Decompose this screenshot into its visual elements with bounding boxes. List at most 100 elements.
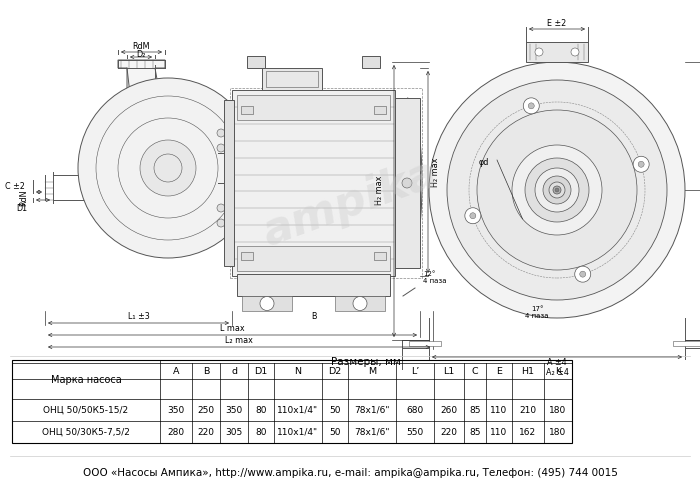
Bar	[526, 42, 588, 62]
Bar	[673, 341, 700, 346]
Circle shape	[543, 176, 571, 204]
Circle shape	[260, 296, 274, 310]
Circle shape	[575, 266, 591, 282]
Text: 162: 162	[519, 427, 537, 437]
Text: D1: D1	[16, 204, 27, 213]
Circle shape	[217, 204, 225, 212]
Text: H₂ max: H₂ max	[375, 175, 384, 205]
Text: Размеры, мм: Размеры, мм	[331, 357, 401, 367]
Text: ОНЦ 50/50К5-15/2: ОНЦ 50/50К5-15/2	[43, 405, 129, 414]
Text: A ±4: A ±4	[547, 358, 567, 367]
Text: 350: 350	[225, 405, 243, 414]
Bar	[335, 296, 385, 311]
Text: 350: 350	[167, 405, 185, 414]
Text: 85: 85	[469, 405, 481, 414]
Text: A: A	[173, 367, 179, 375]
Text: 280: 280	[167, 427, 185, 437]
Text: d: d	[231, 367, 237, 375]
Text: 85: 85	[469, 427, 481, 437]
Text: 80: 80	[256, 427, 267, 437]
Text: 110х1/4": 110х1/4"	[277, 427, 318, 437]
Text: ОНЦ 50/30К5-7,5/2: ОНЦ 50/30К5-7,5/2	[42, 427, 130, 437]
Circle shape	[535, 168, 579, 212]
Text: ampika: ampika	[257, 151, 443, 254]
Circle shape	[353, 296, 367, 310]
Circle shape	[470, 213, 476, 219]
Circle shape	[634, 156, 649, 172]
Circle shape	[555, 188, 559, 192]
Circle shape	[525, 158, 589, 222]
Text: Марка насоса: Марка насоса	[50, 374, 121, 384]
Text: 50: 50	[329, 405, 341, 414]
Circle shape	[580, 271, 586, 277]
Bar	[362, 56, 380, 68]
Circle shape	[571, 48, 579, 56]
Text: 250: 250	[197, 405, 215, 414]
Text: C: C	[472, 367, 478, 375]
Bar	[12, 360, 572, 443]
Circle shape	[638, 161, 644, 167]
Bar	[409, 341, 441, 346]
Text: L max: L max	[220, 324, 245, 333]
Bar	[262, 68, 322, 90]
Bar	[242, 296, 292, 311]
Bar	[232, 90, 395, 276]
Text: 50: 50	[329, 427, 341, 437]
Text: 78х1/6": 78х1/6"	[354, 427, 390, 437]
Text: K: K	[555, 367, 561, 375]
Text: N: N	[295, 367, 302, 375]
Text: D2: D2	[328, 367, 342, 375]
Circle shape	[549, 182, 565, 198]
Circle shape	[78, 78, 258, 258]
Text: ООО «Насосы Ампика», http://www.ampika.ru, e-mail: ampika@ampika.ru, Телефон: (4: ООО «Насосы Ампика», http://www.ampika.r…	[83, 468, 617, 478]
Text: D₂: D₂	[136, 49, 146, 58]
Circle shape	[553, 186, 561, 194]
Text: RdN: RdN	[19, 190, 28, 206]
Text: L₁ ±3: L₁ ±3	[127, 312, 149, 321]
Text: C ±2: C ±2	[5, 181, 25, 191]
Circle shape	[465, 208, 481, 224]
Text: E ±2: E ±2	[547, 18, 566, 27]
Text: 210: 210	[519, 405, 537, 414]
Bar	[241, 252, 253, 260]
Circle shape	[217, 219, 225, 227]
Bar	[395, 98, 420, 268]
Text: E: E	[496, 367, 502, 375]
Polygon shape	[118, 60, 180, 143]
Bar	[247, 56, 265, 68]
Text: 80: 80	[256, 405, 267, 414]
Text: 110х1/4": 110х1/4"	[277, 405, 318, 414]
Text: RdM: RdM	[132, 41, 150, 50]
Text: 220: 220	[440, 427, 458, 437]
Text: D1: D1	[254, 367, 267, 375]
Circle shape	[477, 110, 637, 270]
Bar	[237, 95, 390, 120]
Text: M: M	[368, 367, 376, 375]
Circle shape	[512, 145, 602, 235]
Text: 220: 220	[197, 427, 214, 437]
Text: 260: 260	[440, 405, 458, 414]
Text: H₂ max: H₂ max	[431, 157, 440, 187]
Text: B: B	[203, 367, 209, 375]
Text: 305: 305	[225, 427, 243, 437]
Text: 180: 180	[550, 405, 566, 414]
Text: H1: H1	[522, 367, 535, 375]
Text: 78х1/6": 78х1/6"	[354, 405, 390, 414]
Bar	[224, 100, 234, 266]
Text: A₂ ±4: A₂ ±4	[545, 368, 568, 376]
Text: L’: L’	[411, 367, 419, 375]
Circle shape	[217, 129, 225, 137]
Circle shape	[140, 140, 196, 196]
Text: 680: 680	[407, 405, 424, 414]
Bar	[237, 274, 390, 296]
Bar	[230, 88, 422, 278]
Bar	[237, 246, 390, 271]
Bar	[218, 100, 232, 236]
Circle shape	[528, 103, 534, 109]
Text: 17°
4 паза: 17° 4 паза	[525, 305, 549, 319]
Text: 550: 550	[407, 427, 424, 437]
Circle shape	[524, 98, 539, 114]
Text: 180: 180	[550, 427, 566, 437]
Circle shape	[217, 144, 225, 152]
Text: B: B	[311, 312, 316, 321]
